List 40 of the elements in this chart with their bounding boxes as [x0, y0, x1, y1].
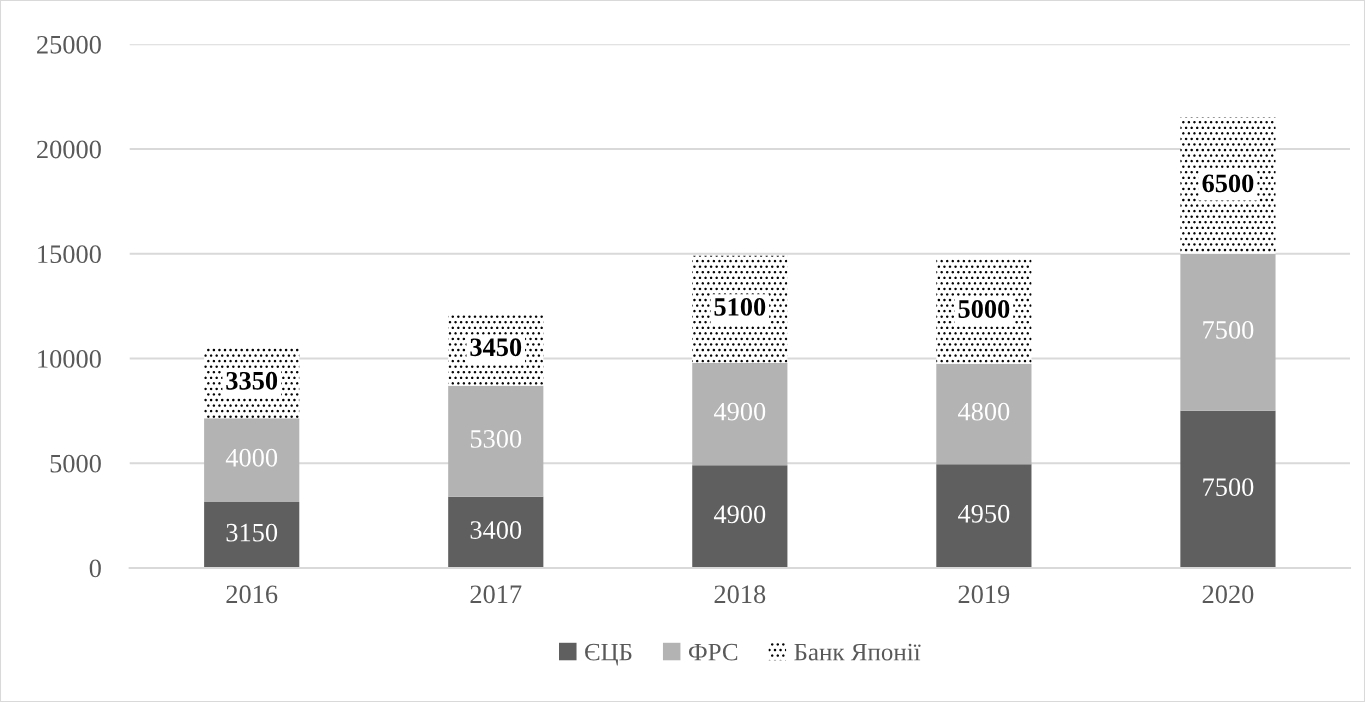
data-label: 7500 [1203, 321, 1254, 339]
x-tick-label: 2020 [1202, 585, 1254, 604]
bar [1180, 410, 1276, 568]
bar [936, 464, 1032, 568]
legend-label: ФРС [688, 643, 738, 661]
data-label: 3450 [470, 338, 522, 357]
data-label: 5000 [958, 300, 1010, 318]
y-tick-label: 15000 [38, 245, 101, 264]
x-tick-label: 2016 [226, 585, 278, 604]
y-tick-label: 5000 [50, 454, 101, 473]
data-label: 4950 [958, 504, 1010, 523]
y-tick-label: 20000 [37, 140, 101, 159]
data-label: 4900 [713, 402, 766, 421]
y-tick-label: 10000 [38, 350, 101, 368]
data-label: 3350 [226, 371, 278, 390]
x-tick-label: 2018 [714, 585, 766, 604]
data-label: 4000 [225, 448, 278, 467]
x-tick-label: 2017 [470, 585, 522, 604]
data-label: 4900 [713, 505, 766, 524]
data-label: 6500 [1202, 174, 1254, 193]
y-tick-label: 0 [89, 559, 101, 578]
bar [692, 362, 788, 466]
bar [692, 465, 788, 568]
data-label: 5300 [470, 429, 522, 448]
data-label: 7500 [1203, 478, 1254, 496]
bar [1180, 117, 1276, 254]
bar [448, 496, 544, 568]
legend-label: ЄЦБ [585, 643, 632, 666]
bar [1180, 253, 1276, 411]
data-label: 4800 [958, 402, 1010, 421]
bar [204, 418, 300, 502]
y-tick-label: 25000 [37, 35, 101, 54]
bar [204, 501, 300, 568]
data-label: 5100 [714, 298, 766, 316]
legend-label: Банк Японії [794, 643, 921, 661]
bar [936, 363, 1032, 465]
x-tick-label: 2019 [958, 585, 1010, 604]
data-label: 3400 [470, 521, 522, 539]
data-label: 3150 [226, 523, 278, 542]
bar [448, 385, 544, 497]
